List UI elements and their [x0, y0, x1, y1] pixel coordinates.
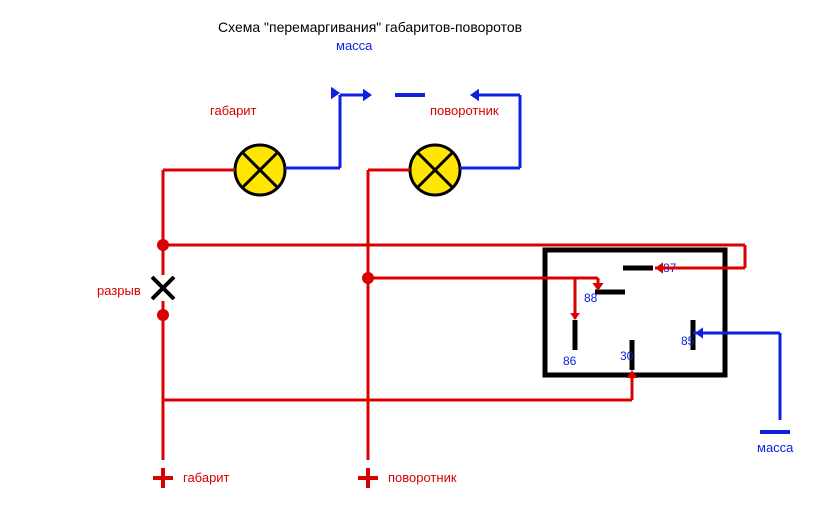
gabarit-bottom-label: габарит [183, 470, 230, 485]
pin30-label: 30 [620, 349, 634, 363]
mass-top-label: масса [336, 38, 373, 53]
turn-top-label: поворотник [430, 103, 499, 118]
gabarit-top-label: габарит [210, 103, 257, 118]
pin85-label: 85 [681, 334, 695, 348]
wiring-diagram: Схема "перемаргивания" габаритов-поворот… [0, 0, 819, 522]
pin86-label: 86 [563, 354, 577, 368]
turn-bottom-label: поворотник [388, 470, 457, 485]
mass-right-label: масса [757, 440, 794, 455]
diagram-title: Схема "перемаргивания" габаритов-поворот… [218, 19, 522, 35]
break-label: разрыв [97, 283, 141, 298]
pin88-label: 88 [584, 291, 598, 305]
